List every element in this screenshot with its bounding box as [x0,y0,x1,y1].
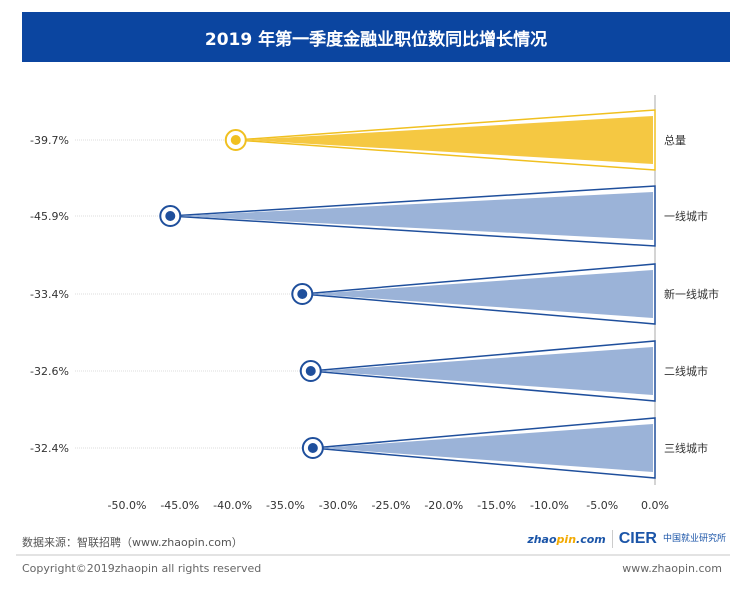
category-label: 二线城市 [664,364,708,378]
cier-logo-cn: 中国就业研究所 [662,534,726,544]
x-tick-label: -5.0% [586,499,618,512]
x-tick-label: -35.0% [266,499,305,512]
category-label: 新一线城市 [664,287,719,301]
x-tick-label: -40.0% [213,499,252,512]
x-tick-label: 0.0% [641,499,669,512]
copyright: Copyright©2019zhaopin all rights reserve… [22,562,262,575]
category-label: 三线城市 [664,441,708,455]
chart-title: 2019 年第一季度金融业职位数同比增长情况 [22,12,730,62]
x-tick-label: -45.0% [160,499,199,512]
category-label: 总量 [664,133,686,147]
x-tick-label: -20.0% [424,499,463,512]
data-point [305,366,316,376]
cier-logo: CIER [618,530,657,547]
bar [310,270,653,318]
x-tick-label: -10.0% [530,499,569,512]
value-label: -32.6% [30,365,69,378]
logo-divider [611,530,613,548]
bar [320,424,653,472]
bar [243,116,653,164]
value-label: -33.4% [30,288,69,301]
x-tick-label: -30.0% [319,499,358,512]
site-url: www.zhaopin.com [622,562,722,575]
x-tick-label: -25.0% [372,499,411,512]
category-label: 一线城市 [664,209,708,223]
chart-svg: -39.7% 总量 -45.9% 一线城市 -33.4% 新一线城市 -32.6% 二线城市 -… [30,95,719,512]
value-label: -45.9% [30,210,69,223]
x-tick-label: -50.0% [108,499,147,512]
footer-divider [16,554,730,556]
value-label: -32.4% [30,442,69,455]
logos: zhaopin.com CIER 中国就业研究所 [527,530,726,548]
data-point [165,211,176,221]
value-label: -39.7% [30,134,69,147]
source-note: 数据来源：智联招聘（www.zhaopin.com） [22,536,243,549]
zhaopin-logo: zhaopin.com [527,532,606,546]
data-point [297,289,308,299]
bar [318,347,653,395]
data-point [230,135,241,145]
data-point [307,443,318,453]
bar [178,192,653,240]
x-tick-label: -15.0% [477,499,516,512]
